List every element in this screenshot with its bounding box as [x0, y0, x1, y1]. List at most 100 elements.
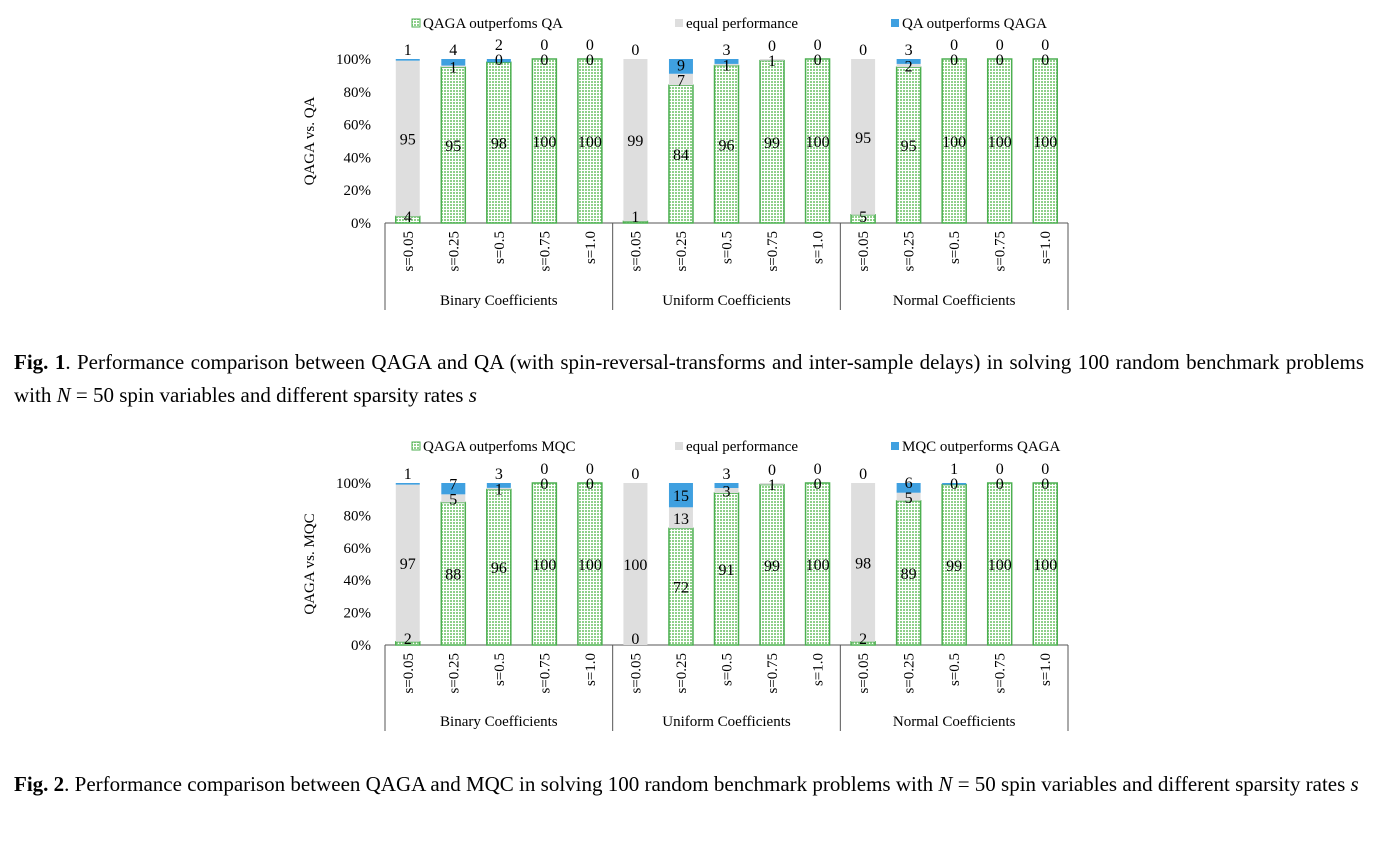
data-label-qaga-wins: 100	[988, 557, 1012, 574]
y-axis-title: QAGA vs. QA	[302, 96, 318, 185]
caption-text: . Performance comparison between QAGA an…	[14, 350, 1364, 407]
y-tick-label: 60%	[344, 541, 372, 557]
data-label-other-wins: 1	[404, 466, 412, 483]
data-label-equal: 95	[855, 130, 871, 147]
data-label-equal: 97	[400, 556, 416, 573]
bar-equal	[896, 492, 921, 501]
data-label-other-wins: 0	[859, 466, 867, 483]
data-label-qaga-wins: 2	[404, 631, 412, 648]
data-label-qaga-wins: 100	[1033, 134, 1057, 151]
bar-equal	[441, 65, 466, 68]
bar-qaga-wins	[531, 58, 558, 224]
legend-label: QAGA outperfoms MQC	[423, 439, 576, 455]
x-tick-label: s=1.0	[583, 231, 599, 264]
group-label: Normal Coefficients	[893, 293, 1016, 309]
data-label-other-wins: 3	[723, 466, 731, 483]
x-tick-label: s=0.75	[993, 653, 1009, 694]
data-label-other-wins: 2	[495, 37, 503, 54]
bar-qaga-wins	[804, 482, 831, 646]
bar-equal	[668, 73, 693, 86]
x-tick-label: s=0.5	[947, 231, 963, 264]
legend-swatch	[675, 19, 683, 27]
data-label-equal: 0	[950, 476, 958, 493]
data-label-other-wins: 3	[723, 42, 731, 59]
data-label-equal: 1	[768, 477, 776, 494]
x-tick-label: s=0.25	[902, 653, 918, 694]
data-label-other-wins: 1	[950, 461, 958, 478]
bar-other-wins	[714, 483, 739, 489]
y-tick-label: 100%	[336, 52, 371, 68]
data-label-equal: 0	[1041, 52, 1049, 69]
data-label-qaga-wins: 100	[1033, 557, 1057, 574]
data-label-qaga-wins: 91	[719, 562, 735, 579]
bar-other-wins	[441, 483, 466, 495]
bar-qaga-wins	[1032, 482, 1058, 646]
data-label-other-wins: 9	[677, 58, 685, 75]
data-label-equal: 0	[814, 52, 822, 69]
data-label-qaga-wins: 72	[673, 580, 689, 597]
bar-qaga-wins	[531, 482, 558, 646]
x-tick-label: s=0.75	[537, 653, 553, 694]
data-label-other-wins: 3	[495, 466, 503, 483]
data-label-other-wins: 3	[905, 42, 913, 59]
bar-qaga-wins	[941, 58, 967, 224]
bar-equal	[623, 59, 648, 222]
bar-equal	[486, 487, 511, 490]
y-tick-label: 60%	[344, 118, 372, 134]
x-tick-label: s=1.0	[1038, 231, 1054, 264]
x-tick-label: s=0.05	[401, 231, 417, 272]
data-label-equal: 100	[623, 557, 647, 574]
bar-other-wins	[668, 483, 693, 508]
data-label-equal: 1	[449, 59, 457, 76]
legend-swatch	[891, 19, 899, 27]
data-label-other-wins: 0	[950, 37, 958, 54]
data-label-qaga-wins: 98	[491, 136, 507, 153]
bar-other-wins	[395, 483, 420, 485]
caption-math: s	[468, 383, 477, 407]
data-label-qaga-wins: 96	[719, 137, 735, 154]
figure-1-caption: Fig. 1. Performance comparison between Q…	[14, 346, 1364, 412]
data-label-other-wins: 0	[996, 37, 1004, 54]
caption-label: Fig. 1	[14, 350, 66, 374]
data-label-equal: 98	[855, 555, 871, 572]
y-axis-title: QAGA vs. MQC	[302, 513, 318, 614]
bar-qaga-wins	[486, 61, 512, 224]
data-label-equal: 0	[586, 476, 594, 493]
bar-other-wins	[668, 59, 693, 74]
x-tick-label: s=1.0	[1038, 653, 1054, 686]
x-tick-label: s=0.75	[765, 231, 781, 272]
data-label-qaga-wins: 100	[532, 134, 556, 151]
legend-swatch	[411, 441, 421, 451]
legend-label: QAGA outperfoms QA	[423, 16, 563, 32]
legend-swatch	[891, 442, 899, 450]
data-label-equal: 0	[586, 52, 594, 69]
x-tick-label: s=0.25	[674, 653, 690, 694]
data-label-other-wins: 0	[996, 461, 1004, 478]
data-label-equal: 7	[677, 73, 685, 90]
bar-qaga-wins	[713, 64, 740, 224]
x-tick-label: s=1.0	[811, 231, 827, 264]
bar-other-wins	[441, 59, 466, 66]
data-label-other-wins: 1	[404, 42, 412, 59]
x-tick-label: s=1.0	[583, 653, 599, 686]
data-label-equal: 1	[768, 53, 776, 70]
bar-equal	[668, 507, 693, 529]
bar-qaga-wins	[986, 58, 1013, 224]
data-label-other-wins: 0	[768, 462, 776, 479]
bar-equal	[851, 483, 876, 642]
data-label-other-wins: 0	[540, 461, 548, 478]
bar-other-wins	[714, 59, 739, 64]
caption-text: spin variables and different sparsity ra…	[113, 383, 469, 407]
bar-equal	[395, 484, 420, 642]
data-label-qaga-wins: 2	[859, 631, 867, 648]
data-label-other-wins: 0	[631, 42, 639, 59]
y-tick-label: 20%	[344, 183, 372, 199]
bar-equal	[714, 63, 739, 66]
data-label-other-wins: 0	[859, 42, 867, 59]
x-tick-label: s=1.0	[811, 653, 827, 686]
data-label-qaga-wins: 100	[988, 134, 1012, 151]
data-label-equal: 1	[495, 482, 503, 499]
data-label-equal: 3	[723, 484, 731, 501]
caption-math: N	[938, 772, 953, 796]
